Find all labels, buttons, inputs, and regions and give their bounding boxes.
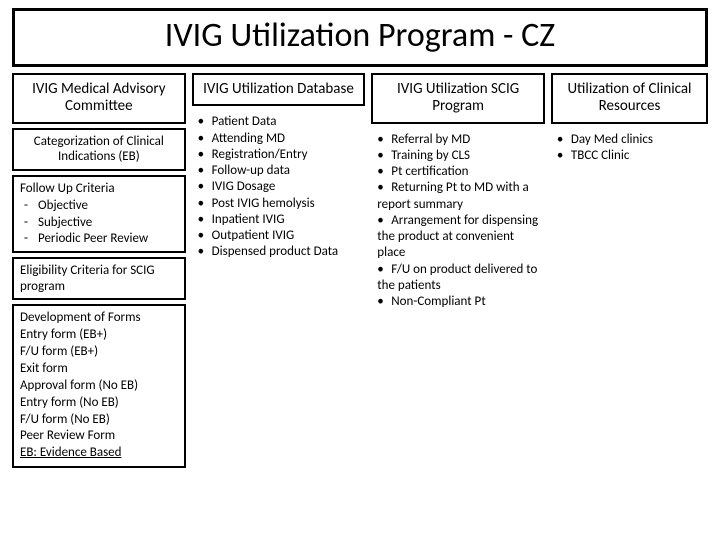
col-resources: Utilization of Clinical Resources Day Me…	[551, 73, 708, 164]
box-forms: Development of Forms Entry form (EB+) F/…	[12, 304, 186, 468]
scig-list: Referral by MD Training by CLS Pt certif…	[373, 132, 543, 311]
list-item: F/U on product delivered to the patients	[377, 262, 543, 295]
list-item: Post IVIG hemolysis	[198, 196, 364, 212]
col-header: IVIG Utilization SCIG Program	[371, 73, 545, 124]
list-item: Registration/Entry	[198, 147, 364, 163]
form-line: Entry form (EB+)	[20, 327, 178, 344]
form-line: F/U form (No EB)	[20, 412, 178, 429]
forms-title: Development of Forms	[20, 310, 178, 327]
list-item: Day Med clinics	[557, 132, 706, 148]
page-title: IVIG Utilization Program - CZ	[165, 15, 555, 56]
list-item: Objective	[24, 198, 178, 214]
list-item: Subjective	[24, 215, 178, 231]
list-item: Dispensed product Data	[198, 244, 364, 260]
col-database: IVIG Utilization Database Patient Data A…	[192, 73, 366, 261]
form-line: Approval form (No EB)	[20, 378, 178, 395]
form-line: Peer Review Form	[20, 428, 178, 445]
columns: IVIG Medical Advisory Committee Categori…	[12, 73, 708, 472]
title-box: IVIG Utilization Program - CZ	[12, 8, 708, 67]
list-item: Arrangement for dispensing the product a…	[377, 213, 543, 262]
list-item: Outpatient IVIG	[198, 228, 364, 244]
form-line: Entry form (No EB)	[20, 395, 178, 412]
list-item: Inpatient IVIG	[198, 212, 364, 228]
list-item: Referral by MD	[377, 132, 543, 148]
col-header: Utilization of Clinical Resources	[551, 73, 708, 124]
list-item: Follow-up data	[198, 163, 364, 179]
list-item: Training by CLS	[377, 148, 543, 164]
form-footnote: EB: Evidence Based	[20, 445, 178, 462]
box-followup: Follow Up Criteria Objective Subjective …	[12, 175, 186, 253]
col-header: IVIG Utilization Database	[192, 73, 366, 106]
list-item: IVIG Dosage	[198, 179, 364, 195]
list-item: Pt certification	[377, 164, 543, 180]
col-header: IVIG Medical Advisory Committee	[12, 73, 186, 124]
followup-list: Objective Subjective Periodic Peer Revie…	[20, 198, 178, 247]
col-scig: IVIG Utilization SCIG Program Referral b…	[371, 73, 545, 310]
list-item: Attending MD	[198, 131, 364, 147]
form-line: F/U form (EB+)	[20, 344, 178, 361]
list-item: Non-Compliant Pt	[377, 294, 543, 310]
box-eligibility: Eligibility Criteria for SCIG program	[12, 257, 186, 300]
list-item: TBCC Clinic	[557, 148, 706, 164]
list-item: Returning Pt to MD with a report summary	[377, 180, 543, 213]
list-item: Patient Data	[198, 114, 364, 130]
col-advisory: IVIG Medical Advisory Committee Categori…	[12, 73, 186, 472]
form-line: Exit form	[20, 361, 178, 378]
box-categorization: Categorization of Clinical Indications (…	[12, 128, 186, 171]
database-list: Patient Data Attending MD Registration/E…	[194, 114, 364, 260]
slide: IVIG Utilization Program - CZ IVIG Medic…	[0, 0, 720, 480]
resources-list: Day Med clinics TBCC Clinic	[553, 132, 706, 165]
list-item: Periodic Peer Review	[24, 231, 178, 247]
followup-title: Follow Up Criteria	[20, 181, 178, 197]
